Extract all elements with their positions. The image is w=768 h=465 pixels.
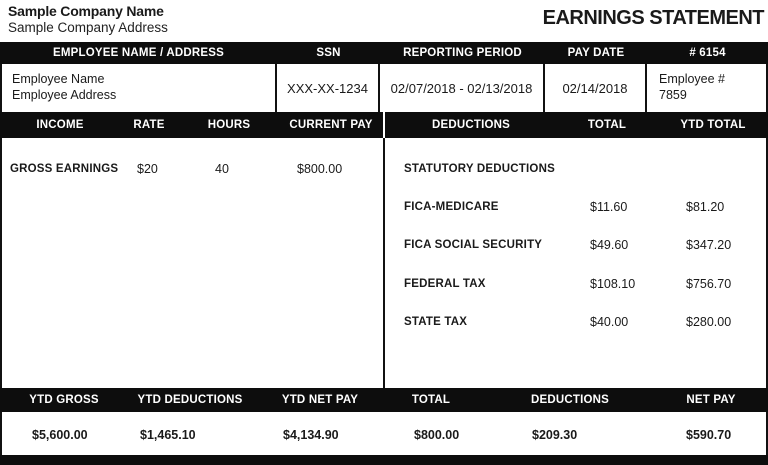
ytd-net-pay-value: $4,134.90 [283, 428, 339, 442]
employee-name-address-header: EMPLOYEE NAME / ADDRESS [53, 47, 224, 59]
deductions-summary-header: DEDUCTIONS [530, 394, 610, 406]
net-pay-value: $590.70 [686, 428, 732, 442]
hours-header: HOURS [207, 119, 251, 131]
current-pay-header: CURRENT PAY [289, 119, 373, 131]
federal-tax-ytd: $756.70 [686, 277, 732, 291]
columns-header-bar: INCOME RATE HOURS CURRENT PAY DEDUCTIONS… [0, 112, 768, 138]
check-number: # 6154 [689, 47, 726, 59]
federal-tax-total: $108.10 [590, 277, 636, 291]
fica-social-security-ytd: $347.20 [686, 238, 732, 252]
section-divider [383, 138, 385, 388]
pay-date-value: 02/14/2018 [545, 64, 647, 112]
summary-header-bar: YTD GROSS YTD DEDUCTIONS YTD NET PAY TOT… [0, 388, 768, 412]
fica-social-security-label: FICA SOCIAL SECURITY [404, 239, 543, 251]
deductions-header: DEDUCTIONS [431, 119, 511, 131]
fica-medicare-total: $11.60 [590, 200, 628, 214]
fica-medicare-label: FICA-MEDICARE [404, 201, 499, 213]
state-tax-label: STATE TAX [404, 316, 468, 328]
employee-number-label: Employee # [659, 72, 726, 86]
ytd-deductions-value: $1,465.10 [140, 428, 196, 442]
state-tax-total: $40.00 [590, 315, 629, 329]
footer-bar [0, 455, 768, 465]
deductions-total-header: TOTAL [587, 119, 627, 131]
ytd-net-pay-header: YTD NET PAY [281, 394, 359, 406]
deductions-summary-value: $209.30 [532, 428, 578, 442]
employee-name-address-cell: Employee Name Employee Address [2, 64, 277, 112]
reporting-period-value: 02/07/2018 - 02/13/2018 [380, 64, 545, 112]
gross-earnings-label: GROSS EARNINGS [10, 163, 119, 175]
employee-name: Employee Name [12, 72, 105, 86]
employee-header-bar: EMPLOYEE NAME / ADDRESS SSN REPORTING PE… [0, 42, 768, 64]
pay-date-header: PAY DATE [567, 47, 625, 59]
employee-info-row: Employee Name Employee Address XXX-XX-12… [0, 64, 768, 112]
reporting-period-header: REPORTING PERIOD [403, 47, 522, 59]
ytd-gross-value: $5,600.00 [32, 428, 88, 442]
ytd-total-header: YTD TOTAL [680, 119, 746, 131]
ssn-header: SSN [316, 47, 341, 59]
statutory-deductions-label: STATUTORY DEDUCTIONS [404, 163, 555, 175]
federal-tax-label: FEDERAL TAX [404, 278, 486, 290]
employee-ssn: XXX-XX-1234 [277, 64, 380, 112]
company-name: Sample Company Name [8, 3, 164, 19]
summary-values-row: $5,600.00 $1,465.10 $4,134.90 $800.00 $2… [0, 412, 768, 455]
net-pay-header: NET PAY [686, 394, 736, 406]
total-header: TOTAL [411, 394, 451, 406]
header-divider [383, 112, 385, 138]
ytd-deductions-header: YTD DEDUCTIONS [137, 394, 243, 406]
employee-number-value: 7859 [659, 88, 687, 102]
gross-earnings-hours: 40 [215, 162, 229, 176]
company-address: Sample Company Address [8, 20, 168, 35]
employee-number-cell: Employee # 7859 [647, 64, 766, 112]
fica-social-security-total: $49.60 [590, 238, 629, 252]
ytd-gross-header: YTD GROSS [29, 394, 99, 406]
total-value: $800.00 [414, 428, 460, 442]
income-header: INCOME [36, 119, 84, 131]
employee-address: Employee Address [12, 88, 117, 102]
gross-earnings-rate: $20 [137, 162, 158, 176]
page-title: EARNINGS STATEMENT [542, 7, 765, 29]
fica-medicare-ytd: $81.20 [686, 200, 725, 214]
gross-earnings-current-pay: $800.00 [297, 162, 343, 176]
rate-header: RATE [133, 119, 165, 131]
state-tax-ytd: $280.00 [686, 315, 732, 329]
statement-body: GROSS EARNINGS $20 40 $800.00 STATUTORY … [0, 138, 768, 388]
